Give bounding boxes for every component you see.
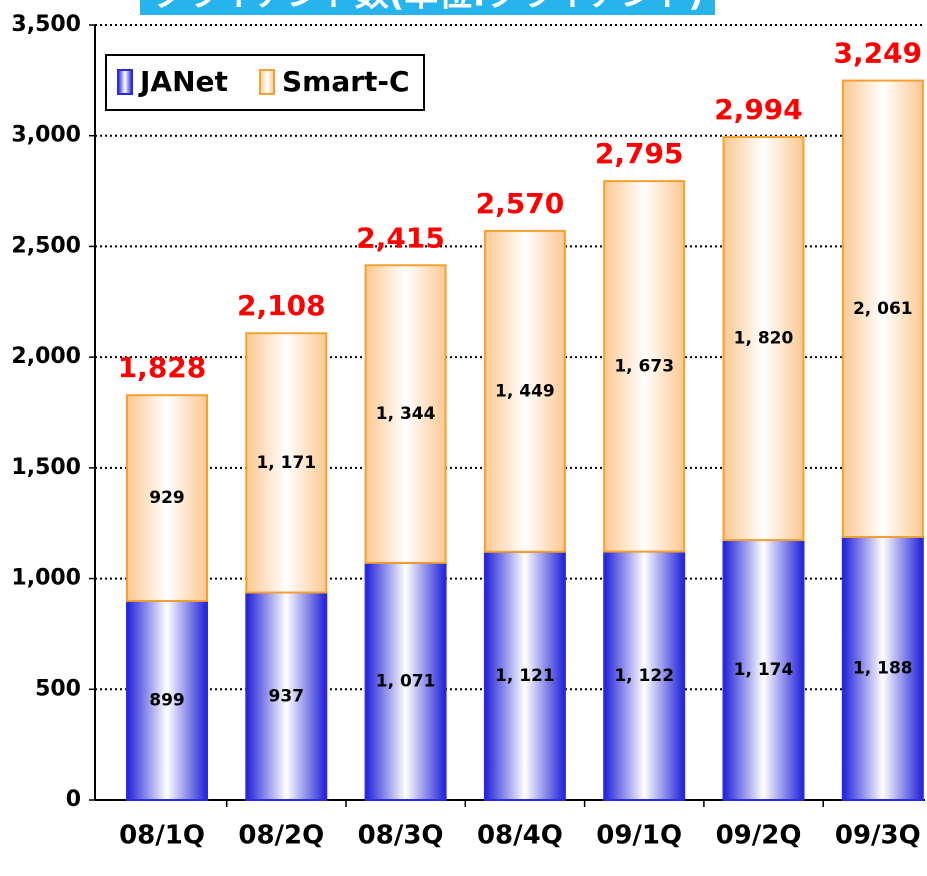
bar-segment [722, 136, 805, 542]
total-label: 2,795 [595, 137, 684, 170]
y-tick-label: 1,500 [11, 455, 81, 480]
bar-segment [841, 79, 924, 538]
y-tick-label: 0 [66, 787, 81, 812]
x-tick-label: 08/4Q [477, 821, 563, 851]
total-label: 1,828 [118, 351, 207, 384]
segment-label: 1, 449 [495, 381, 555, 401]
bar-segment [603, 550, 686, 801]
segment-label: 1, 121 [495, 666, 555, 686]
bar-segment [245, 332, 328, 594]
total-label: 2,415 [356, 221, 445, 254]
segment-label: 1, 174 [734, 660, 794, 680]
bar-segment [364, 264, 447, 564]
bar-segment [245, 591, 328, 801]
segment-label: 1, 344 [376, 404, 436, 424]
legend-swatch [117, 69, 133, 95]
bar-segment [841, 535, 924, 801]
title-box [140, 0, 715, 15]
segment-label: 1, 673 [614, 356, 674, 376]
bar-segment [364, 561, 447, 801]
segment-label: 1, 820 [734, 329, 794, 349]
y-tick-label: 2,500 [11, 233, 81, 258]
y-tick-label: 3,500 [11, 12, 81, 37]
bar-segment [483, 550, 566, 801]
segment-label: 899 [149, 690, 185, 710]
x-tick-label: 09/1Q [596, 821, 682, 851]
total-label: 2,108 [237, 289, 326, 322]
bar-segment [483, 229, 566, 553]
total-label: 2,570 [476, 187, 565, 220]
total-label: 3,249 [834, 37, 923, 70]
segment-label: 1, 071 [376, 671, 436, 691]
segment-label: 2, 061 [853, 299, 913, 319]
x-tick-label: 08/3Q [358, 821, 444, 851]
x-tick-label: 09/3Q [835, 821, 921, 851]
bar-segment [603, 180, 686, 553]
legend-label: JANet [138, 65, 228, 98]
segment-label: 1, 188 [853, 658, 913, 678]
y-tick-label: 3,000 [11, 123, 81, 148]
legend-swatch [259, 69, 275, 95]
bar-segment [722, 539, 805, 801]
legend-label: Smart-C [282, 65, 410, 98]
segment-label: 1, 122 [614, 666, 674, 686]
y-tick-label: 500 [35, 676, 81, 701]
segment-label: 1, 171 [256, 453, 316, 473]
x-tick-label: 08/2Q [238, 821, 324, 851]
total-label: 2,994 [714, 93, 803, 126]
x-tick-label: 09/2Q [716, 821, 802, 851]
segment-label: 929 [149, 488, 185, 508]
segment-label: 937 [269, 686, 305, 706]
y-tick-label: 2,000 [11, 344, 81, 369]
x-tick-label: 08/1Q [119, 821, 205, 851]
chart-title: クライアント数(単位:クライアント) [152, 0, 704, 15]
bar-segment [126, 394, 208, 602]
y-tick-label: 1,000 [11, 566, 81, 591]
